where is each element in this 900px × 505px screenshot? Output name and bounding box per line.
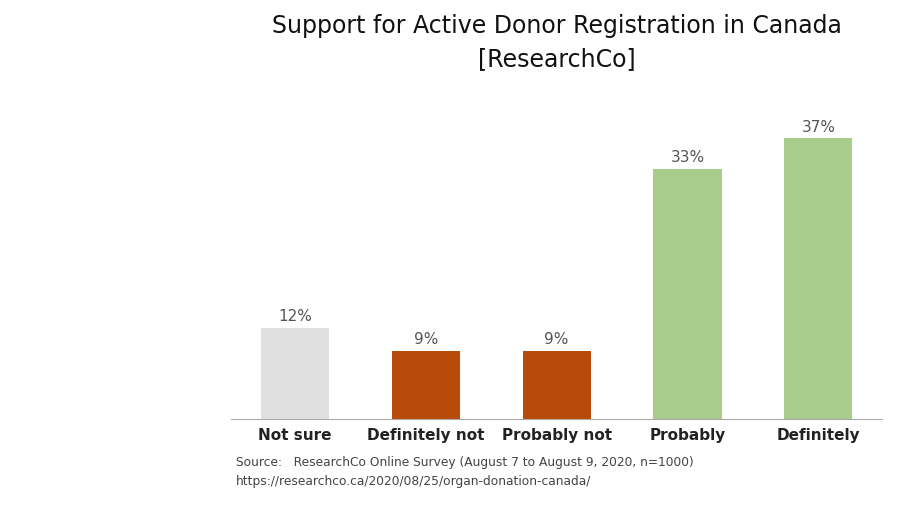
Title: Support for Active Donor Registration in Canada
[ResearchCo]: Support for Active Donor Registration in… bbox=[272, 14, 842, 71]
Text: 37%: 37% bbox=[801, 119, 835, 134]
Bar bbox=[392, 351, 460, 419]
Text: As you may know, some
jurisdictions around the
world have
implemented an “Active: As you may know, some jurisdictions arou… bbox=[14, 15, 171, 358]
Text: 9%: 9% bbox=[544, 331, 569, 346]
Bar bbox=[785, 139, 852, 419]
Text: 12%: 12% bbox=[278, 309, 311, 324]
Text: Source:   ResearchCo Online Survey (August 7 to August 9, 2020, n=1000)
https://: Source: ResearchCo Online Survey (August… bbox=[236, 456, 694, 487]
Text: 9%: 9% bbox=[414, 331, 438, 346]
Bar bbox=[261, 328, 328, 419]
Text: 33%: 33% bbox=[670, 149, 705, 165]
Bar bbox=[523, 351, 590, 419]
Bar bbox=[653, 169, 722, 419]
